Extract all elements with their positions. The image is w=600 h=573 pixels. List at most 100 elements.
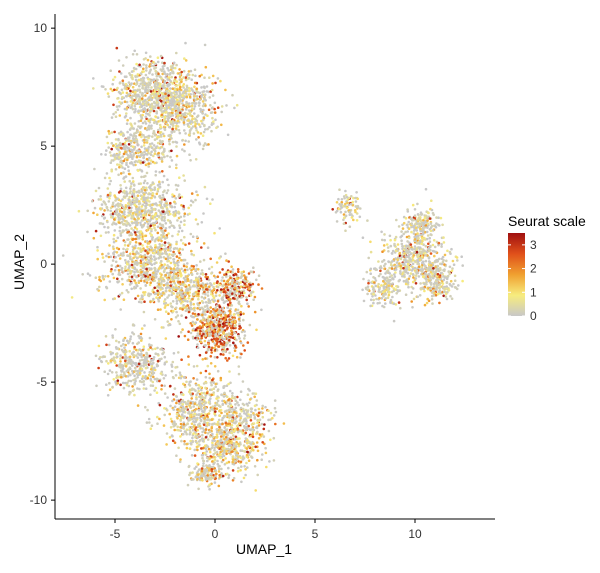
data-point — [140, 145, 143, 149]
data-point — [100, 214, 104, 218]
data-point — [214, 382, 217, 386]
data-point — [144, 127, 147, 130]
data-point — [173, 88, 177, 91]
data-point — [157, 106, 160, 110]
data-point — [131, 150, 134, 154]
data-point — [136, 210, 139, 213]
data-point — [156, 359, 160, 363]
data-point — [170, 91, 173, 95]
data-point — [255, 328, 258, 332]
data-point — [208, 409, 212, 413]
data-point — [262, 435, 266, 438]
data-point — [196, 193, 199, 197]
data-point — [172, 250, 175, 254]
data-point — [220, 467, 223, 471]
data-point — [248, 323, 252, 327]
data-point — [227, 333, 231, 336]
data-point — [211, 405, 215, 409]
data-point — [220, 418, 224, 422]
data-point — [136, 73, 140, 76]
data-point — [142, 175, 146, 178]
data-point — [142, 110, 145, 113]
data-point — [170, 434, 174, 437]
data-point — [166, 248, 170, 252]
data-point — [151, 238, 154, 241]
data-point — [191, 125, 195, 128]
data-point — [134, 75, 137, 79]
data-point — [230, 304, 234, 307]
data-point — [202, 446, 205, 450]
data-point — [99, 198, 103, 201]
data-point — [98, 278, 101, 282]
data-point — [92, 211, 95, 215]
data-point — [105, 172, 109, 175]
data-point — [189, 414, 192, 418]
data-point — [110, 147, 113, 151]
data-point — [152, 224, 155, 227]
data-point — [163, 407, 166, 410]
data-point — [215, 304, 219, 308]
data-point — [213, 458, 217, 462]
data-point — [135, 196, 138, 200]
data-point — [191, 312, 195, 315]
data-point — [226, 326, 229, 329]
data-point — [192, 265, 195, 268]
data-point — [172, 210, 175, 214]
data-point — [150, 107, 153, 111]
data-point — [130, 287, 133, 291]
data-point — [142, 383, 146, 386]
data-point — [172, 258, 176, 261]
data-point — [154, 66, 158, 69]
data-point — [88, 274, 92, 277]
data-point — [228, 339, 231, 342]
data-point — [198, 353, 202, 357]
data-point — [138, 200, 141, 203]
data-point — [205, 197, 209, 201]
data-point — [143, 107, 146, 110]
data-point — [184, 132, 187, 135]
data-point — [116, 86, 119, 90]
data-point — [207, 342, 210, 346]
data-point — [136, 218, 139, 222]
data-point — [98, 275, 101, 279]
data-point — [168, 246, 172, 249]
data-point — [223, 273, 226, 277]
data-point — [166, 282, 169, 285]
data-point — [156, 135, 159, 139]
data-point — [164, 273, 168, 277]
data-point — [225, 424, 228, 427]
data-point — [177, 95, 180, 98]
data-point — [187, 399, 190, 403]
data-point — [151, 384, 155, 388]
data-point — [131, 221, 134, 225]
data-point — [156, 225, 160, 229]
data-point — [119, 187, 123, 191]
data-point — [182, 204, 185, 208]
data-point — [167, 94, 170, 97]
data-point — [198, 332, 202, 336]
data-point — [192, 253, 196, 257]
data-point — [211, 82, 214, 85]
data-point — [229, 322, 233, 326]
data-point — [154, 386, 158, 390]
data-point — [115, 46, 119, 50]
data-point — [145, 281, 149, 284]
data-point — [127, 165, 130, 169]
data-point — [101, 256, 105, 259]
data-point — [119, 354, 122, 357]
data-point — [242, 444, 246, 447]
data-point — [160, 218, 164, 222]
data-point — [124, 258, 127, 262]
data-point — [176, 219, 179, 222]
data-point — [194, 278, 198, 281]
data-point — [209, 104, 212, 107]
data-point — [225, 435, 228, 439]
data-point — [149, 393, 152, 397]
data-point — [212, 282, 216, 285]
data-point — [111, 385, 114, 389]
data-point — [200, 269, 204, 272]
data-point — [131, 157, 134, 160]
data-point — [253, 295, 257, 299]
data-point — [156, 289, 159, 293]
data-point — [152, 221, 155, 225]
